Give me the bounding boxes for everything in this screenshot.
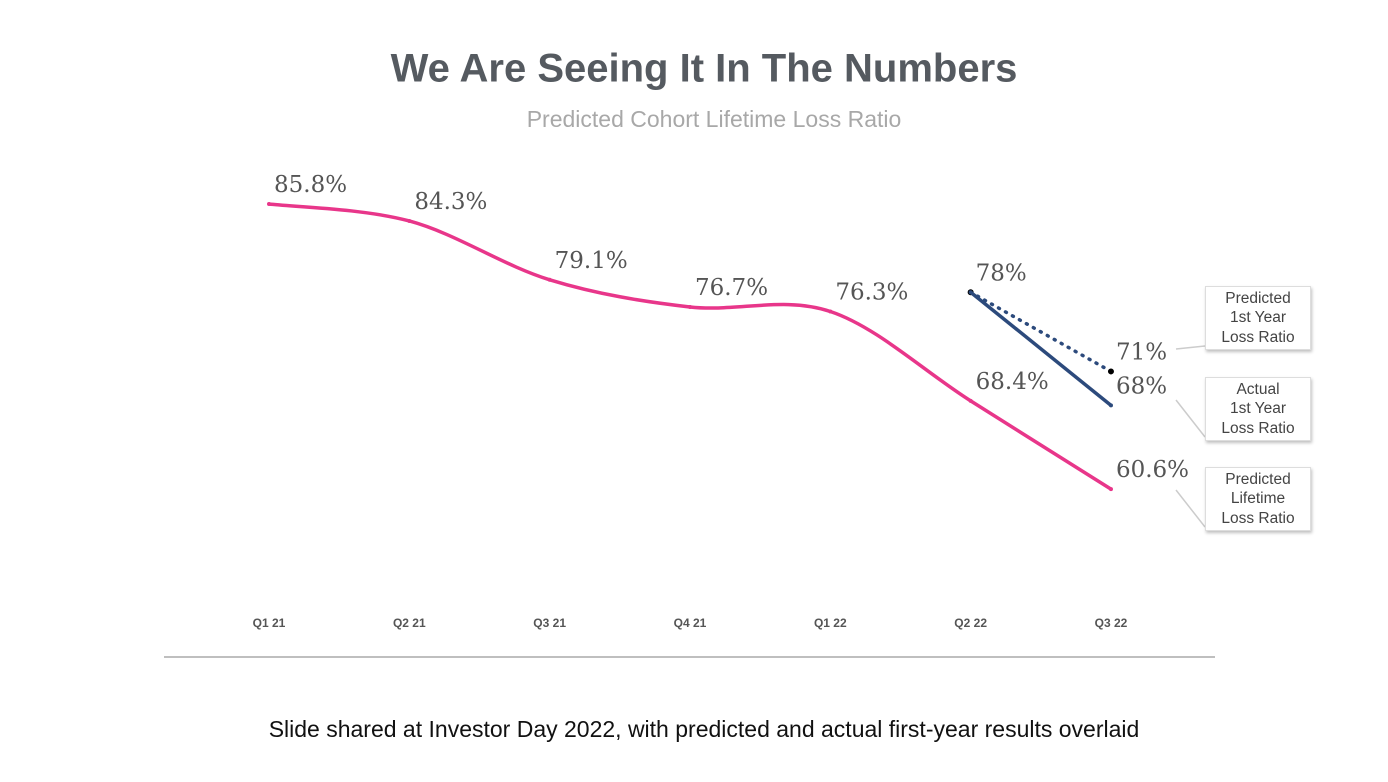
legend-entry: Predicted Lifetime Loss Ratio (1205, 467, 1311, 531)
x-tick-label: Q3 21 (533, 616, 566, 630)
legend-pointer (1175, 489, 1206, 528)
data-label: 68% (1116, 373, 1167, 399)
data-label: 78% (976, 260, 1027, 286)
x-tick-label: Q4 21 (674, 616, 707, 630)
x-tick-label: Q2 21 (393, 616, 426, 630)
data-label: 84.3% (414, 189, 487, 215)
data-label: 76.3% (835, 279, 908, 305)
legend-entry: Actual 1st Year Loss Ratio (1205, 377, 1311, 441)
data-point (1107, 368, 1114, 375)
data-label: 60.6% (1116, 457, 1189, 483)
data-point (968, 398, 973, 403)
data-point (828, 309, 833, 314)
data-point (968, 290, 973, 295)
series-line (969, 290, 1113, 407)
data-point (1108, 487, 1113, 492)
legend-entry: Predicted 1st Year Loss Ratio (1205, 286, 1311, 350)
data-label: 85.8% (274, 172, 347, 198)
x-tick-label: Q3 22 (1095, 616, 1128, 630)
series-line (968, 290, 1113, 374)
caption: Slide shared at Investor Day 2022, with … (269, 716, 1140, 742)
x-tick-label: Q2 22 (954, 616, 987, 630)
data-label: 68.4% (976, 369, 1049, 395)
data-label: 79.1% (555, 248, 628, 274)
data-label: 71% (1116, 339, 1167, 365)
legend-pointer (1175, 345, 1206, 350)
chart-subtitle: Predicted Cohort Lifetime Loss Ratio (527, 106, 902, 132)
data-point (267, 202, 271, 207)
data-label: 76.7% (695, 275, 768, 301)
x-tick-label: Q1 22 (814, 616, 847, 630)
series-line (268, 202, 1112, 491)
data-point (1108, 403, 1113, 408)
x-tick-label: Q1 21 (253, 616, 286, 630)
data-point (687, 304, 692, 309)
data-point (407, 218, 412, 223)
legend-pointer (1175, 399, 1206, 438)
chart-title: We Are Seeing It In The Numbers (391, 47, 1018, 91)
data-point (547, 277, 552, 282)
